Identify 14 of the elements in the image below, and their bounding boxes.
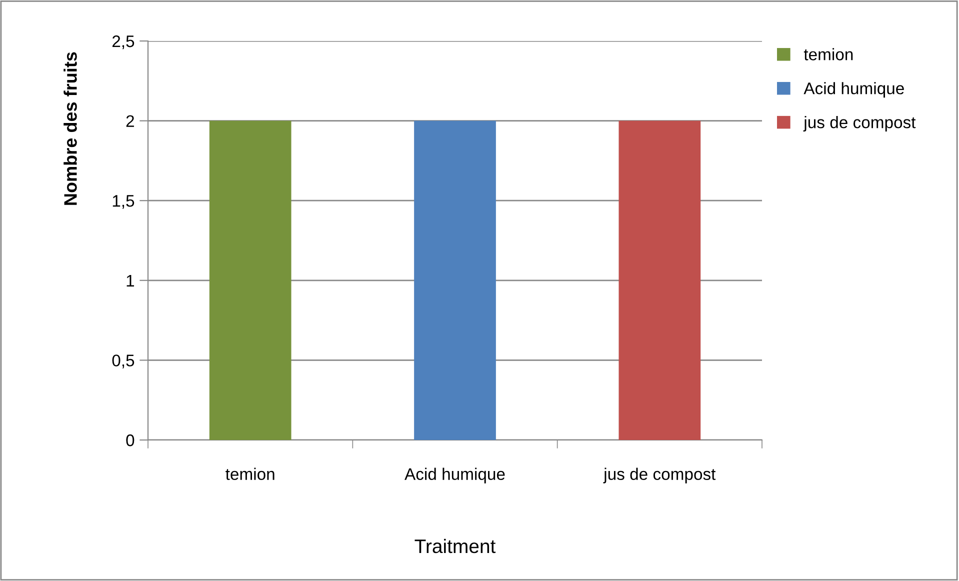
legend-label: temion <box>804 48 853 60</box>
y-tick-label: 1 <box>126 274 134 286</box>
y-tick-label: 0,5 <box>112 354 134 368</box>
y-tick-label: 2,5 <box>112 35 134 50</box>
x-tick-label: jus de compost <box>603 468 716 484</box>
y-tick-label: 1,5 <box>112 195 134 209</box>
x-axis-title: Traitment <box>414 538 496 554</box>
y-axis-title: Nombre des fruits <box>64 52 77 205</box>
legend-label: jus de compost <box>803 116 916 132</box>
y-tick-label: 2 <box>126 115 134 127</box>
x-tick-label: temion <box>226 468 274 480</box>
y-tick-label: 0 <box>126 434 134 446</box>
legend-label: Acid humique <box>804 82 904 98</box>
x-tick-label: Acid humique <box>404 468 505 484</box>
